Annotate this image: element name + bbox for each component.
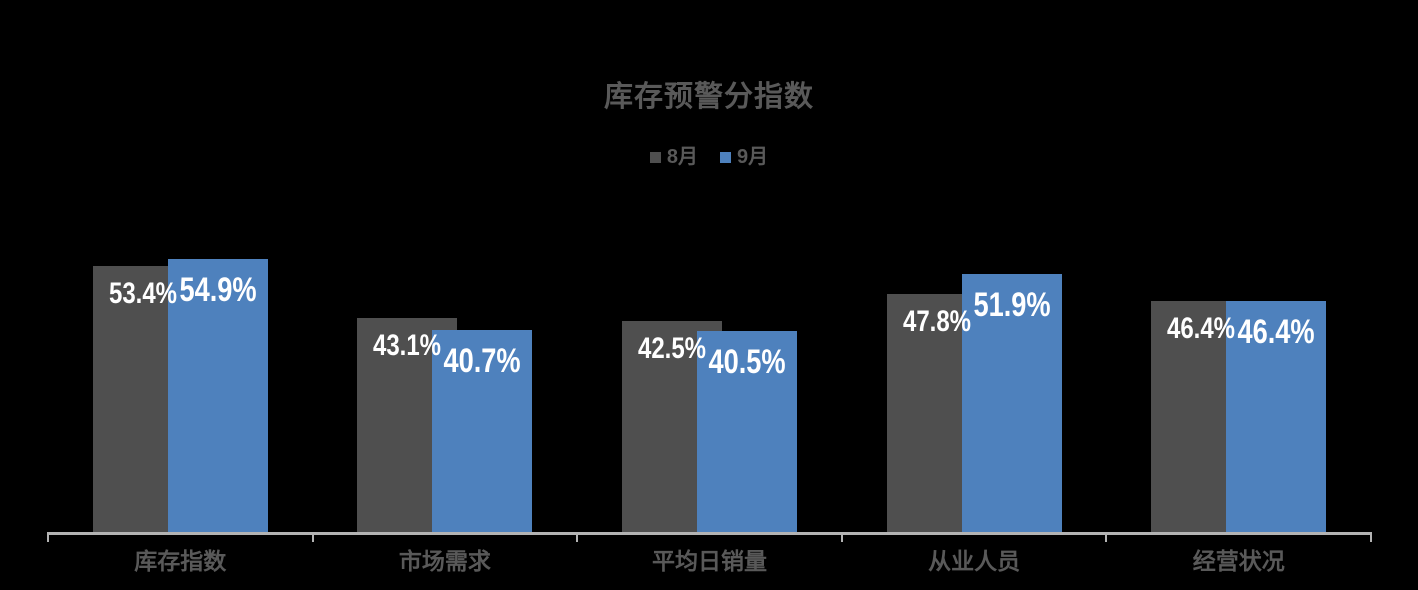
legend-swatch bbox=[720, 151, 731, 163]
bar-value-label: 47.8% bbox=[902, 305, 971, 338]
x-axis-tick bbox=[1105, 532, 1108, 542]
x-axis-tick bbox=[47, 532, 49, 542]
legend-label: 9月 bbox=[737, 146, 769, 168]
bar-value-label: 54.9% bbox=[179, 270, 257, 309]
legend-item: 9月 bbox=[720, 147, 768, 167]
bar bbox=[432, 329, 533, 533]
chart-legend: 8月 9月 bbox=[0, 147, 1418, 167]
x-axis-tick bbox=[1370, 532, 1372, 542]
x-axis-line bbox=[48, 532, 1371, 535]
chart-title: 库存预警分指数 bbox=[603, 81, 814, 113]
bar bbox=[1226, 301, 1327, 533]
bar bbox=[167, 258, 268, 533]
x-axis-tick bbox=[311, 532, 314, 542]
x-axis-tick bbox=[576, 532, 579, 542]
bar-value-label: 46.4% bbox=[1237, 313, 1315, 351]
x-axis-tick bbox=[840, 532, 843, 542]
bar-value-label: 51.9% bbox=[973, 285, 1051, 324]
bar-value-label: 46.4% bbox=[1167, 312, 1236, 345]
x-axis-category-label: 库存指数 bbox=[134, 548, 227, 574]
bar-value-label: 53.4% bbox=[108, 277, 177, 310]
legend-item: 8月 bbox=[649, 146, 698, 168]
x-axis-category-label: 经营状况 bbox=[1192, 548, 1285, 574]
legend-label: 8月 bbox=[666, 146, 698, 168]
legend-swatch bbox=[649, 151, 661, 163]
x-axis-category-label: 从业人员 bbox=[928, 548, 1021, 574]
x-axis-category-label: 市场需求 bbox=[398, 548, 491, 574]
bar bbox=[697, 330, 797, 533]
x-axis-category-label: 平均日销量 bbox=[652, 548, 767, 574]
bar-value-label: 40.5% bbox=[708, 342, 786, 381]
bar-value-label: 43.1% bbox=[373, 328, 442, 362]
bar-value-label: 42.5% bbox=[637, 331, 707, 365]
bar-value-label: 40.7% bbox=[443, 341, 521, 380]
bar bbox=[961, 273, 1062, 533]
